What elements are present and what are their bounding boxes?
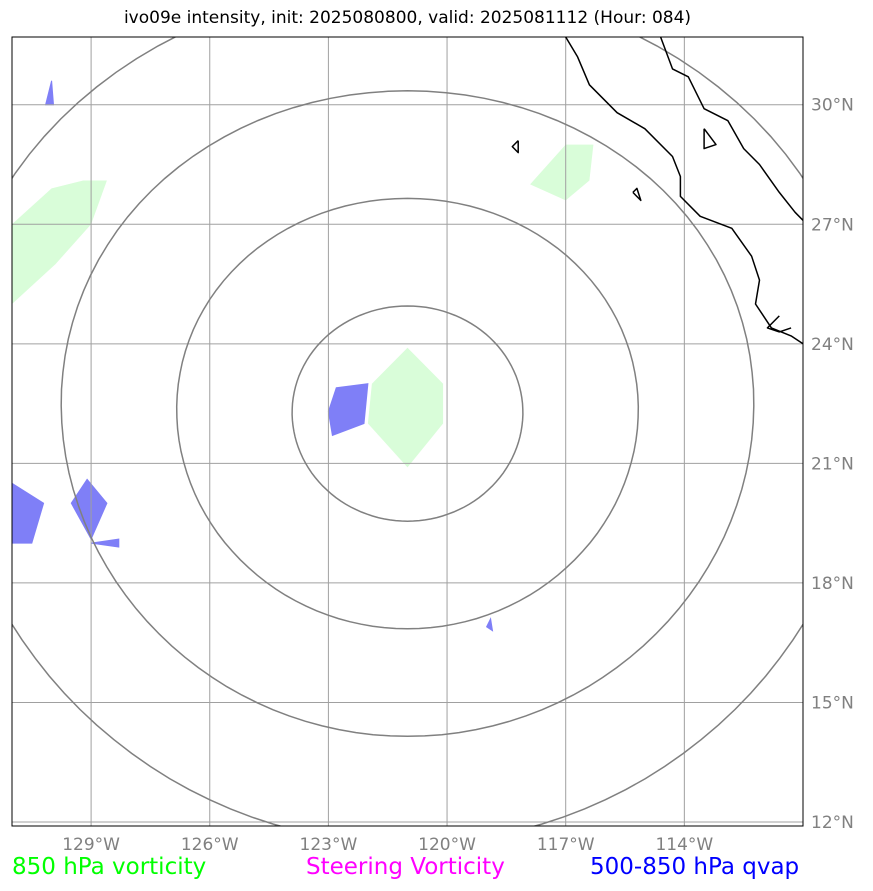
vorticity-layer (12, 144, 594, 468)
coastline (703, 128, 717, 150)
lat-tick-label: 30°N (811, 96, 854, 116)
range-ring (291, 305, 524, 522)
coastline (659, 37, 803, 221)
lon-tick-label: 126°W (181, 835, 239, 855)
vorticity-patch (367, 347, 444, 468)
vorticity-patch (530, 144, 594, 201)
range-ring (60, 90, 755, 738)
vorticity-patch (12, 180, 107, 304)
legend-850-vorticity: 850 hPa vorticity (12, 854, 207, 880)
coastline (511, 140, 519, 154)
lat-tick-label: 24°N (811, 335, 854, 355)
range-rings (12, 37, 803, 826)
lon-tick-label: 129°W (62, 835, 120, 855)
map-frame (11, 36, 804, 827)
lat-tick-label: 27°N (811, 215, 854, 235)
qvap-patch (12, 482, 45, 544)
qvap-layer (12, 80, 494, 632)
coastline (766, 315, 792, 333)
range-ring (175, 197, 640, 630)
graticule (12, 37, 803, 826)
coastline (632, 187, 642, 202)
lon-tick-label: 114°W (655, 835, 713, 855)
lon-tick-label: 117°W (537, 835, 595, 855)
lat-tick-label: 21°N (811, 454, 854, 474)
lat-tick-label: 12°N (811, 813, 854, 833)
lat-tick-label: 15°N (811, 693, 854, 713)
legend-steering-vorticity: Steering Vorticity (306, 854, 505, 880)
qvap-patch (327, 383, 369, 437)
lon-tick-label: 120°W (418, 835, 476, 855)
qvap-patch (485, 617, 494, 632)
coastline (565, 37, 803, 345)
coastline-layer (511, 37, 803, 345)
lon-tick-label: 123°W (300, 835, 358, 855)
tick-labels: 129°W 126°W 123°W 120°W 117°W 114°W 30°N 27°N 24… (62, 96, 854, 855)
qvap-patch (91, 538, 120, 548)
lat-tick-label: 18°N (811, 574, 854, 594)
map-title: ivo09e intensity, init: 2025080800, vali… (123, 8, 692, 28)
legend-qvap: 500-850 hPa qvap (590, 854, 800, 880)
